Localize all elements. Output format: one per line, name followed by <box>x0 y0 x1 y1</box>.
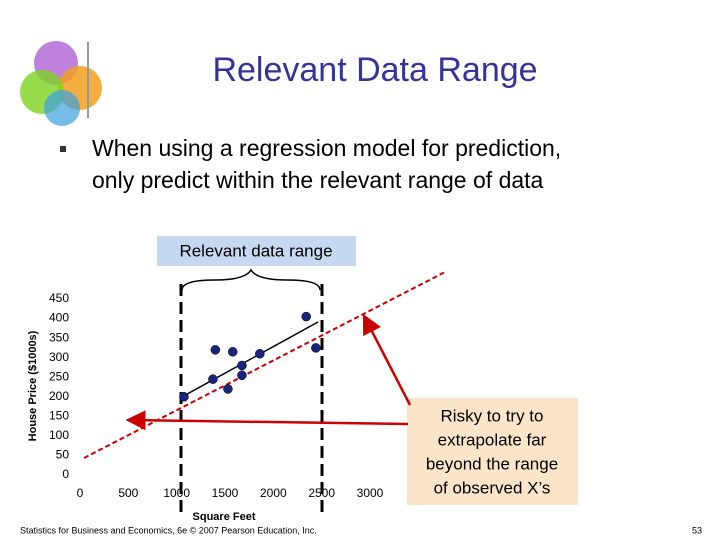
range-label-box <box>157 236 356 266</box>
y-tick-label: 150 <box>49 409 69 423</box>
x-tick-label: 3000 <box>357 486 384 500</box>
y-tick-label: 200 <box>49 389 69 403</box>
data-point <box>237 370 247 381</box>
footer: Statistics for Business and Economics, 6… <box>20 525 317 535</box>
brace <box>181 268 321 291</box>
data-point <box>227 347 238 357</box>
x-axis-title: Square Feet <box>193 511 256 523</box>
slide-title: Relevant Data Range <box>212 51 537 89</box>
y-tick-label: 50 <box>56 448 70 462</box>
data-point <box>237 360 247 371</box>
x-tick-label: 2000 <box>260 486 287 500</box>
callout-box <box>407 398 578 505</box>
data-point <box>301 311 311 322</box>
callout-text: extrapolate far <box>438 430 547 449</box>
x-tick-label: 2500 <box>308 486 335 500</box>
y-tick-label: 400 <box>49 311 69 325</box>
range-label: Relevant data range <box>179 241 332 260</box>
callout-arrow <box>125 410 409 431</box>
y-tick-label: 100 <box>49 428 69 442</box>
extrapolated-line <box>83 271 446 459</box>
x-tick-label: 1000 <box>163 486 190 500</box>
bullet <box>60 146 66 152</box>
y-axis-title: House Price ($1000s) <box>27 330 39 441</box>
data-point <box>179 392 189 402</box>
plot: 0 50 100 150 200 250 300 350 400 450 0 500 1000 1500 2… <box>49 291 384 500</box>
y-tick-label: 0 <box>62 467 69 481</box>
callout-text: of observed X’s <box>434 478 551 497</box>
data-point <box>311 343 321 353</box>
y-tick-label: 250 <box>49 369 69 383</box>
page-number: 53 <box>692 525 702 535</box>
y-tick-label: 350 <box>49 330 69 344</box>
bullet-text: only predict within the relevant range o… <box>92 167 544 193</box>
regression-line <box>179 321 319 399</box>
x-tick-label: 0 <box>77 486 84 500</box>
callout-arrow <box>362 313 412 406</box>
x-tick-label: 500 <box>118 486 138 500</box>
logo <box>20 41 102 126</box>
y-tick-label: 450 <box>49 291 69 305</box>
data-point <box>210 345 221 355</box>
x-tick-label: 1500 <box>212 486 239 500</box>
callout-text: Risky to try to <box>441 406 544 425</box>
bullet-text: When using a regression model for predic… <box>92 135 561 161</box>
data-point <box>208 374 218 384</box>
y-tick-label: 300 <box>49 350 69 364</box>
data-point <box>255 349 265 359</box>
data-point <box>223 384 233 394</box>
callout-text: beyond the range <box>426 454 558 473</box>
